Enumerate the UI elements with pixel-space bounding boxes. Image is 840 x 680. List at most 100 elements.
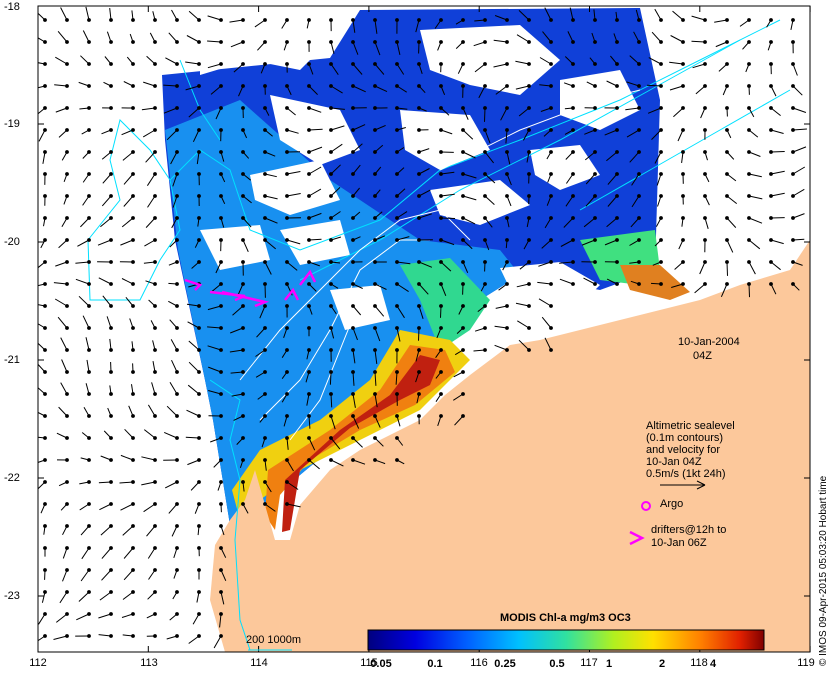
velocity-vector <box>537 281 552 285</box>
velocity-vector-origin <box>329 348 333 352</box>
velocity-vector-origin <box>175 326 179 330</box>
velocity-vector-origin <box>87 590 91 594</box>
velocity-vector-origin <box>549 84 553 88</box>
velocity-vector-origin <box>109 568 113 572</box>
velocity-vector <box>120 454 134 461</box>
velocity-vector-origin <box>637 84 641 88</box>
velocity-vector-origin <box>725 128 729 132</box>
velocity-vector-origin <box>241 150 245 154</box>
velocity-vector-origin <box>351 194 355 198</box>
velocity-vector <box>99 503 112 511</box>
velocity-vector <box>185 61 200 65</box>
velocity-vector-origin <box>197 62 201 66</box>
velocity-vector <box>330 164 341 175</box>
bathymetry-contours <box>87 19 791 651</box>
velocity-vector-origin <box>703 216 707 220</box>
velocity-vector-origin <box>109 282 113 286</box>
velocity-vector <box>440 217 456 219</box>
velocity-vector <box>583 217 596 228</box>
velocity-vector <box>330 187 341 197</box>
velocity-vector <box>57 316 68 329</box>
velocity-vector-origin <box>131 590 135 594</box>
velocity-vector-origin <box>307 216 311 220</box>
velocity-vector-origin <box>65 392 69 396</box>
velocity-vector <box>352 393 356 408</box>
velocity-vector-origin <box>197 590 201 594</box>
velocity-vector-origin <box>153 480 157 484</box>
velocity-vector-origin <box>153 304 157 308</box>
velocity-vector-origin <box>395 18 399 22</box>
velocity-vector <box>418 283 429 295</box>
velocity-vector <box>98 481 112 484</box>
velocity-vector-origin <box>417 194 421 198</box>
velocity-vector <box>625 107 640 111</box>
velocity-vector-origin <box>307 128 311 132</box>
velocity-vector <box>669 85 684 91</box>
velocity-vector-origin <box>241 458 245 462</box>
colorbar <box>367 629 765 651</box>
velocity-vector-origin <box>197 260 201 264</box>
argo-marker <box>641 501 651 511</box>
velocity-vector <box>220 591 225 605</box>
velocity-vector <box>672 10 684 21</box>
velocity-vector <box>185 436 200 439</box>
velocity-vector-origin <box>307 392 311 396</box>
velocity-vector-origin <box>329 436 333 440</box>
velocity-vector <box>122 525 134 536</box>
velocity-vector-origin <box>417 326 421 330</box>
velocity-vector-origin <box>703 128 707 132</box>
velocity-vector <box>166 129 178 141</box>
velocity-vector-origin <box>109 216 113 220</box>
velocity-vector <box>519 261 530 270</box>
velocity-vector-origin <box>329 304 333 308</box>
velocity-vector-origin <box>285 106 289 110</box>
velocity-vector <box>518 339 530 351</box>
velocity-vector-origin <box>769 172 773 176</box>
velocity-vector-origin <box>131 524 135 528</box>
velocity-vector-origin <box>747 128 751 132</box>
velocity-vector-origin <box>175 370 179 374</box>
velocity-vector-origin <box>65 326 69 330</box>
lon-label: 118 <box>690 657 708 669</box>
velocity-vector <box>770 170 785 175</box>
velocity-vector-origin <box>461 282 465 286</box>
velocity-vector-origin <box>175 348 179 352</box>
velocity-vector-origin <box>219 348 223 352</box>
velocity-vector-origin <box>153 216 157 220</box>
velocity-vector <box>53 635 68 640</box>
velocity-vector-origin <box>43 106 47 110</box>
velocity-vector-origin <box>263 370 267 374</box>
velocity-vector-origin <box>307 40 311 44</box>
velocity-vector-origin <box>439 84 443 88</box>
velocity-vector-origin <box>175 238 179 242</box>
velocity-vector-origin <box>681 40 685 44</box>
velocity-vector-origin <box>505 106 509 110</box>
velocity-vector <box>168 32 178 43</box>
velocity-vector <box>396 85 407 93</box>
velocity-vector-origin <box>175 546 179 550</box>
velocity-vector <box>80 217 90 228</box>
velocity-vector <box>146 525 156 537</box>
velocity-vector-origin <box>197 612 201 616</box>
velocity-vector <box>374 437 384 447</box>
velocity-vector-origin <box>219 282 223 286</box>
velocity-vector-origin <box>791 106 795 110</box>
velocity-vector-origin <box>87 304 91 308</box>
velocity-vector <box>38 323 46 329</box>
velocity-vector <box>544 217 552 229</box>
velocity-vector-origin <box>439 172 443 176</box>
velocity-vector <box>374 124 386 131</box>
lon-label: 114 <box>250 657 268 669</box>
colorbar-title: MODIS Chl-a mg/m3 OC3 <box>500 612 631 624</box>
argo-legend-label: Argo <box>660 498 684 510</box>
velocity-vector-origin <box>417 150 421 154</box>
velocity-vector <box>80 525 90 536</box>
velocity-vector <box>330 211 341 219</box>
velocity-vector <box>673 107 684 118</box>
velocity-vector-origin <box>549 282 553 286</box>
velocity-vector-origin <box>263 172 267 176</box>
velocity-vector-origin <box>461 84 465 88</box>
velocity-vector <box>631 173 640 186</box>
velocity-vector-origin <box>219 458 223 462</box>
drifter-legend-symbol <box>629 530 645 546</box>
